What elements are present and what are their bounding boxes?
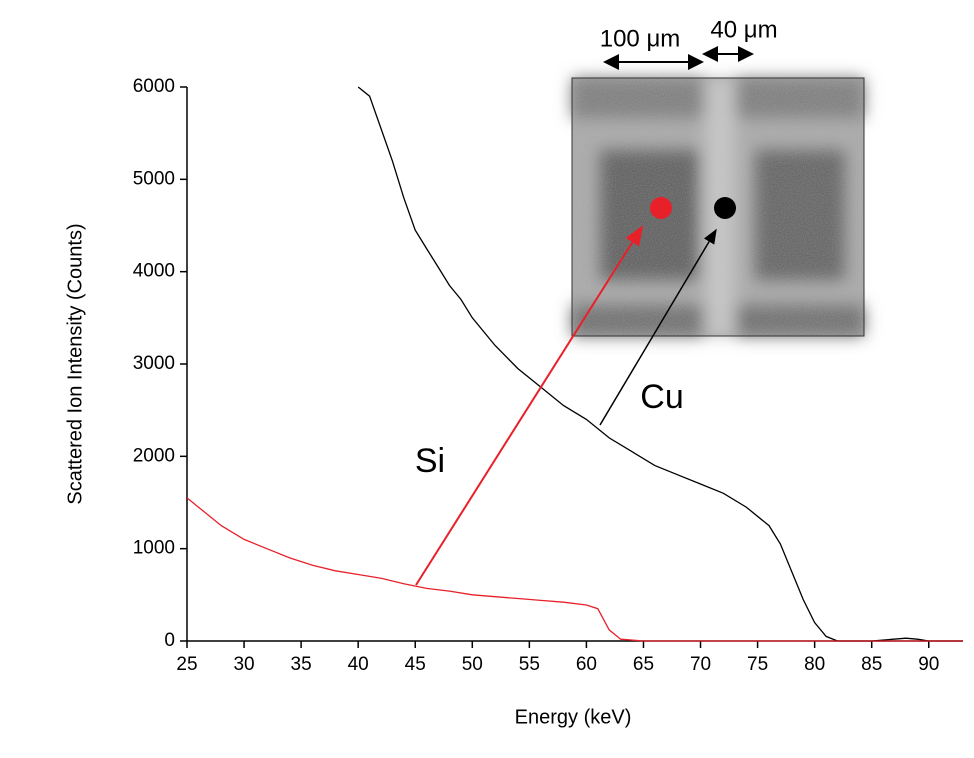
annotation: Cu: [640, 378, 683, 416]
x-tick-label: 50: [462, 654, 483, 675]
x-tick-label: 30: [233, 654, 254, 675]
x-tick-label: 85: [861, 654, 882, 675]
inset-image: [415, 46, 865, 586]
y-tick-label: 5000: [133, 168, 175, 189]
x-tick-label: 40: [348, 654, 369, 675]
x-tick-label: 25: [176, 654, 197, 675]
x-tick-label: 35: [291, 654, 312, 675]
y-tick-label: 3000: [133, 353, 175, 374]
data-line: [357, 86, 963, 642]
x-axis-label: Energy (keV): [515, 706, 632, 728]
scale-label: 100 μm: [600, 25, 681, 52]
x-tick-label: 70: [690, 654, 711, 675]
y-tick-label: 1000: [133, 538, 175, 559]
x-tick-label: 75: [747, 654, 768, 675]
x-tick-label: 45: [405, 654, 426, 675]
y-tick-label: 6000: [133, 76, 175, 97]
x-tick-label: 55: [519, 654, 540, 675]
y-axis-label: Scattered Ion Intensity (Counts): [64, 223, 86, 504]
x-tick-label: 90: [918, 654, 939, 675]
x-tick-label: 80: [804, 654, 825, 675]
x-tick-label: 65: [633, 654, 654, 675]
scale-label: 40 μm: [710, 16, 777, 43]
annotation: Si: [415, 442, 445, 480]
x-tick-label: 60: [576, 654, 597, 675]
data-line: [186, 497, 963, 642]
y-tick-label: 4000: [133, 261, 175, 282]
y-tick-label: 0: [164, 630, 175, 651]
y-tick-label: 2000: [133, 445, 175, 466]
